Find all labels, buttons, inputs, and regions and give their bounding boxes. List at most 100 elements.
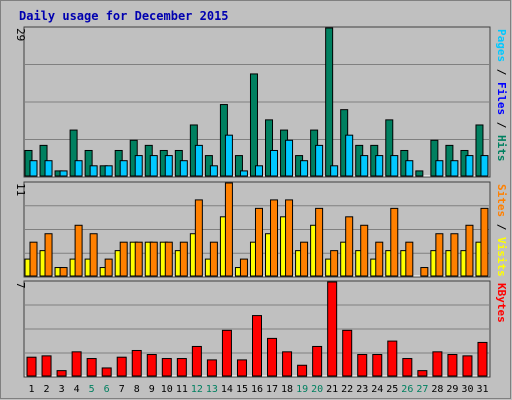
bar-pages-day-28 — [435, 160, 444, 177]
bar-pages-day-3 — [59, 170, 68, 177]
x-tick-label-day-26: 26 — [401, 384, 413, 395]
bar-hits-day-5 — [84, 149, 93, 177]
bar-pages-day-23 — [360, 155, 369, 177]
x-tick-label-day-21: 21 — [326, 384, 338, 395]
bar-kbytes-day-8 — [131, 349, 142, 377]
bar-kbytes-day-11 — [176, 358, 187, 377]
bar-sites-day-31 — [480, 207, 489, 277]
x-tick-label-day-22: 22 — [341, 384, 353, 395]
bar-sites-day-6 — [104, 258, 113, 277]
legend-entry: Pages — [495, 29, 508, 62]
bar-sites-day-22 — [345, 216, 354, 277]
x-tick-label-day-18: 18 — [281, 384, 293, 395]
x-tick-label-day-29: 29 — [446, 384, 458, 395]
bar-pages-day-9 — [149, 155, 158, 177]
bar-kbytes-day-13 — [206, 359, 217, 377]
x-tick-label-day-6: 6 — [104, 384, 110, 395]
x-tick-label-day-20: 20 — [311, 384, 323, 395]
bar-pages-day-11 — [179, 160, 188, 177]
bar-hits-day-17 — [265, 119, 274, 177]
legend-entry: / — [495, 115, 508, 135]
bar-hits-day-31 — [475, 124, 484, 177]
x-tick-label-day-7: 7 — [119, 384, 125, 395]
bar-pages-day-13 — [209, 165, 218, 177]
bar-sites-day-2 — [44, 233, 53, 277]
bar-sites-day-12 — [194, 199, 203, 277]
x-tick-label-day-31: 31 — [476, 384, 488, 395]
bar-kbytes-day-16 — [252, 315, 262, 377]
bar-sites-day-30 — [465, 224, 474, 277]
bar-pages-day-16 — [254, 165, 263, 177]
bar-kbytes-day-17 — [267, 337, 278, 377]
bar-kbytes-day-18 — [282, 351, 293, 377]
bar-sites-day-17 — [270, 199, 279, 277]
bar-pages-day-29 — [450, 160, 459, 177]
x-tick-label-day-12: 12 — [191, 384, 203, 395]
panel-pages-files-hits: 29 Pages / Files / Hits — [14, 26, 508, 178]
y-max-label: 11 — [14, 183, 27, 196]
bar-pages-day-31 — [480, 155, 489, 177]
x-tick-label-day-1: 1 — [29, 384, 35, 395]
bar-sites-day-15 — [239, 258, 248, 277]
bar-pages-day-12 — [194, 144, 203, 177]
bar-pages-day-7 — [119, 160, 128, 177]
bar-kbytes-day-27 — [417, 370, 428, 377]
chart-title: Daily usage for December 2015 — [19, 9, 229, 23]
bar-kbytes-day-7 — [116, 356, 127, 377]
bar-pages-day-18 — [285, 139, 294, 177]
legend-entry: KBytes — [495, 283, 508, 323]
bar-kbytes-day-9 — [146, 354, 157, 377]
bar-hits-day-28 — [430, 139, 439, 177]
bar-kbytes-day-23 — [357, 354, 368, 377]
x-tick-label-day-4: 4 — [74, 384, 80, 395]
bar-pages-day-6 — [104, 165, 113, 177]
bar-kbytes-day-30 — [462, 355, 473, 377]
bar-pages-day-17 — [270, 149, 279, 177]
bar-kbytes-day-1 — [26, 356, 37, 377]
x-tick-label-day-5: 5 — [89, 384, 95, 395]
y-max-label: 7 — [14, 282, 27, 289]
x-tick-label-day-9: 9 — [149, 384, 155, 395]
bar-kbytes-day-22 — [342, 329, 353, 377]
bar-kbytes-day-10 — [161, 358, 172, 377]
bar-pages-day-14 — [224, 134, 233, 177]
bar-pages-day-20 — [315, 144, 324, 177]
legend-entry: Visits — [495, 237, 508, 277]
bar-sites-day-18 — [285, 199, 294, 277]
bar-sites-day-11 — [179, 241, 188, 277]
bar-sites-day-20 — [315, 207, 324, 277]
panel-kbytes: 7 KBytes — [14, 280, 508, 378]
bar-hits-day-16 — [249, 73, 258, 177]
bar-hits-day-4 — [69, 129, 78, 177]
bar-sites-day-4 — [74, 224, 83, 277]
bar-pages-day-24 — [375, 155, 384, 177]
bar-kbytes-day-5 — [86, 358, 97, 377]
bar-kbytes-day-15 — [236, 359, 247, 377]
bar-sites-day-26 — [405, 241, 414, 277]
bar-sites-day-27 — [420, 267, 429, 277]
x-tick-label-day-30: 30 — [461, 384, 473, 395]
series-legend: KBytes — [495, 283, 508, 323]
legend-entry: Files — [495, 82, 508, 115]
bar-kbytes-day-3 — [56, 370, 67, 377]
bar-sites-day-10 — [164, 241, 173, 277]
bar-hits-day-25 — [385, 119, 394, 177]
x-tick-label-day-10: 10 — [161, 384, 173, 395]
x-tick-label-day-8: 8 — [134, 384, 140, 395]
bar-sites-day-21 — [330, 250, 339, 277]
bar-sites-day-19 — [300, 241, 309, 277]
bar-pages-day-1 — [29, 160, 38, 177]
bar-hits-day-21 — [325, 27, 334, 177]
bar-sites-day-3 — [59, 267, 68, 277]
bar-sites-day-1 — [29, 241, 38, 277]
bar-kbytes-day-28 — [432, 351, 443, 377]
bar-sites-day-23 — [360, 224, 369, 277]
bar-sites-day-14 — [224, 182, 233, 277]
x-tick-label-day-24: 24 — [371, 384, 383, 395]
x-tick-label-day-3: 3 — [59, 384, 65, 395]
bar-kbytes-day-21 — [327, 281, 338, 377]
x-tick-label-day-25: 25 — [386, 384, 398, 395]
x-tick-label-day-16: 16 — [251, 384, 263, 395]
x-tick-label-day-28: 28 — [431, 384, 443, 395]
